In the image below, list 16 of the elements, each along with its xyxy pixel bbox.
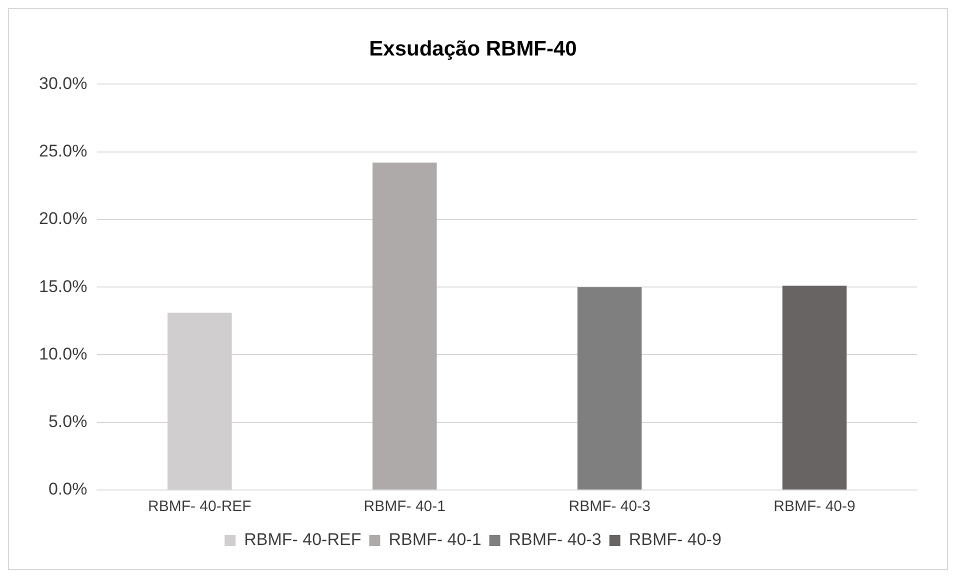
x-tick-label: RBMF- 40-9	[774, 498, 856, 516]
x-tick-label: RBMF- 40-1	[364, 498, 446, 516]
y-tick-label: 20.0%	[39, 209, 88, 228]
chart-title: Exsudação RBMF-40	[369, 37, 577, 60]
y-tick-label: 30.0%	[39, 74, 88, 93]
legend-label: RBMF- 40-REF	[244, 530, 362, 550]
legend-label: RBMF- 40-3	[508, 530, 602, 550]
x-tick-label: RBMF- 40-REF	[148, 498, 252, 516]
y-tick-label: 25.0%	[39, 142, 88, 161]
y-tick-label: 0.0%	[48, 480, 88, 499]
legend-label: RBMF- 40-9	[628, 530, 722, 550]
y-tick-label: 10.0%	[39, 344, 88, 364]
legend-label: RBMF- 40-1	[388, 530, 482, 550]
y-tick-label: 15.0%	[39, 276, 88, 296]
y-tick-label: 5.0%	[48, 412, 88, 432]
x-tick-label: RBMF- 40-3	[568, 498, 650, 516]
